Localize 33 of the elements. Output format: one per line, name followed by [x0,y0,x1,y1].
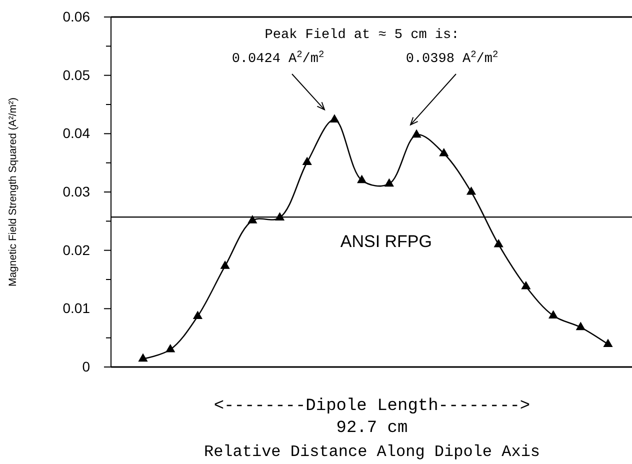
point [521,280,531,290]
point [548,310,558,318]
point [138,353,148,362]
point [439,148,449,156]
point [466,186,476,195]
point [603,338,613,348]
y-tick-label: 0.05 [62,66,90,83]
text: 92.7 cm [336,419,408,438]
y-tick-label: 0.06 [62,8,90,24]
y-tick-label: 0.02 [62,242,90,258]
point [220,260,230,269]
point [192,310,203,320]
point [166,344,176,352]
point [302,156,312,166]
point [576,322,586,330]
point [330,114,340,122]
annotation: Peak Field at ≈ 5 cm is: [264,28,460,43]
annotation: 0.0398 A$^{2}$/m$^{2}$ [406,48,498,67]
point [384,178,394,187]
point [494,238,504,248]
y-axis-title: Magnetic Field Strength Squared (A²/m²) [7,97,19,287]
y-tick-label: 0.03 [62,183,90,200]
y-tick-label: 0.04 [62,125,90,142]
point [248,215,258,224]
y-tick-label: 0 [82,358,90,374]
x-axis-title: Relative Distance Along Dipole Axis [204,443,540,461]
point [412,129,422,138]
annotation: 0.0424 A$^{2}$/m$^{2}$ [232,48,324,67]
point [357,174,367,184]
y-tick-label: 0.01 [62,300,90,316]
text: <--------Dipole Length--------> [214,397,530,416]
point [274,212,285,220]
ref-line-label: ANSI RFPG [340,232,432,252]
